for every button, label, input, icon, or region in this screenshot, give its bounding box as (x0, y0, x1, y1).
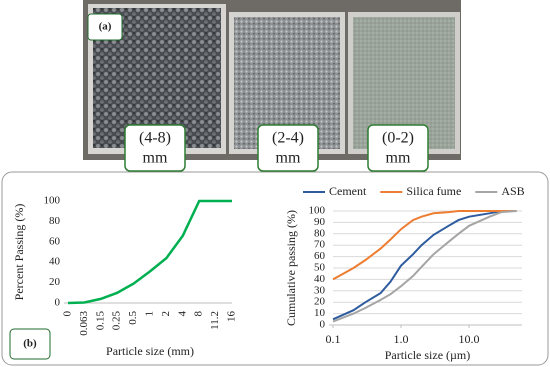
sample-size: (4-8) (139, 130, 171, 147)
data-line (332, 210, 517, 281)
y-tick-label: 0 (320, 319, 326, 331)
x-tick-label: 10.0 (459, 332, 480, 346)
y-tick-label: 100 (44, 195, 61, 207)
y-tick-label: 80 (314, 227, 326, 239)
x-tick-label: 1.0 (394, 332, 409, 346)
x-tick-label: 1 (144, 311, 156, 317)
x-tick-label: 0.25 (111, 311, 123, 331)
sample-unit: mm (386, 150, 411, 167)
x-tick-label: 16 (226, 311, 238, 323)
y-tick-label: 90 (314, 216, 326, 228)
panel-label: (b) (23, 338, 37, 350)
sample-size: (0-2) (382, 130, 414, 147)
legend-label: Cement (329, 184, 367, 198)
x-axis-title: Particle size (mm) (106, 344, 194, 358)
x-tick-label: 2 (160, 311, 172, 317)
x-axis-title: Particle size (µm) (385, 348, 471, 362)
sample-box (124, 124, 186, 172)
y-tick-label: 40 (314, 273, 326, 285)
y-axis-title: Percent Passing (%) (12, 204, 26, 301)
y-tick-label: 60 (49, 235, 61, 247)
panel-box (9, 328, 51, 360)
legend-label: ASB (501, 184, 524, 198)
y-tick-label: 20 (314, 296, 326, 308)
y-tick-label: 10 (314, 307, 326, 319)
x-tick-label: 4 (176, 311, 188, 317)
y-axis-title: Cumulative passing (%) (284, 210, 298, 326)
x-tick-label: 11.2 (209, 311, 221, 330)
legend-label: Silica fume (406, 184, 461, 198)
sample-box (367, 124, 429, 172)
y-tick-label: 60 (314, 250, 326, 262)
data-line (332, 210, 517, 321)
data-line (332, 210, 517, 323)
y-tick-label: 40 (49, 256, 61, 268)
data-line (67, 199, 232, 305)
y-tick-label: 0 (55, 297, 61, 309)
x-tick-label: 0.15 (94, 311, 106, 331)
x-tick-label: 0.063 (78, 311, 90, 336)
sample-size: (2-4) (272, 130, 304, 147)
panel-label: (a) (99, 21, 112, 33)
x-tick-label: 0.5 (127, 311, 139, 325)
y-tick-label: 100 (309, 205, 326, 217)
panel-frame (1, 171, 549, 366)
x-tick-label: 0 (62, 311, 74, 317)
y-tick-label: 80 (49, 215, 61, 227)
sample-unit: mm (143, 150, 168, 167)
x-tick-label: 0.1 (326, 332, 341, 346)
sample-unit: mm (276, 150, 301, 167)
x-tick-label: 8 (193, 311, 205, 317)
y-tick-label: 50 (314, 262, 326, 274)
y-tick-label: 20 (49, 276, 61, 288)
sample-box (257, 124, 319, 172)
y-tick-label: 70 (314, 239, 326, 251)
y-tick-label: 30 (314, 284, 326, 296)
